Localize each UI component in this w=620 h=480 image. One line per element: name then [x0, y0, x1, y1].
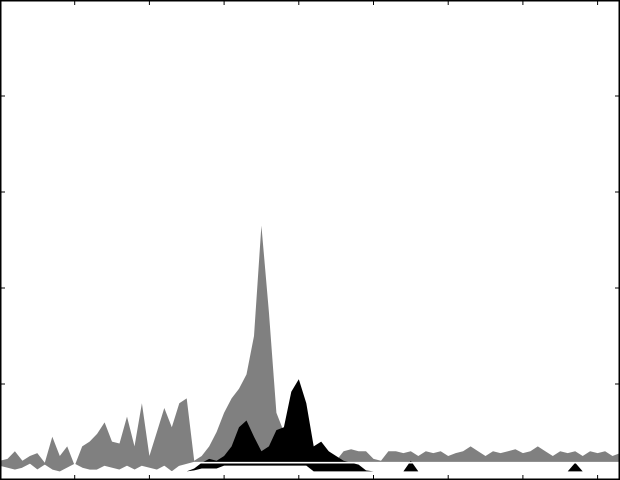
- series-bands: [0, 225, 620, 474]
- band-boundary-line: [0, 461, 620, 474]
- series-band-2: [0, 379, 620, 472]
